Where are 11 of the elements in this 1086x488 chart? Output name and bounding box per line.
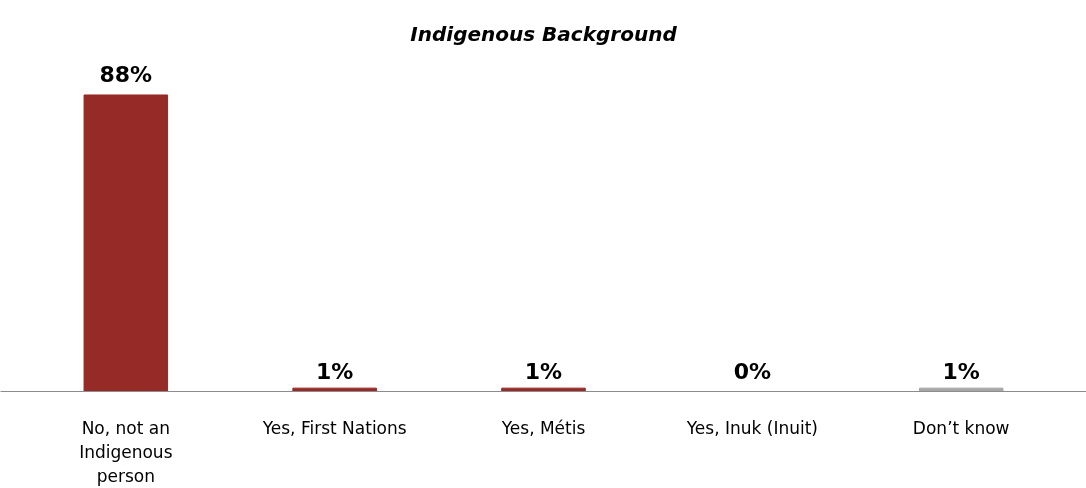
data-label: 1% [942,358,980,384]
x-tick-label: Don’t know [912,417,1010,438]
chart-title: Indigenous Background [410,21,678,46]
data-label: 1% [524,358,563,384]
data-label: 1% [315,358,354,384]
data-label: 88% [99,61,153,87]
x-tick-label: Yes, Inuk (Inuit) [685,417,818,438]
x-tick-label: Yes, Métis [500,417,586,438]
x-tick-label: No, not an Indigenous person [79,417,173,486]
data-label: 0% [733,358,772,384]
x-tick-label: Yes, First Nations [261,417,407,438]
